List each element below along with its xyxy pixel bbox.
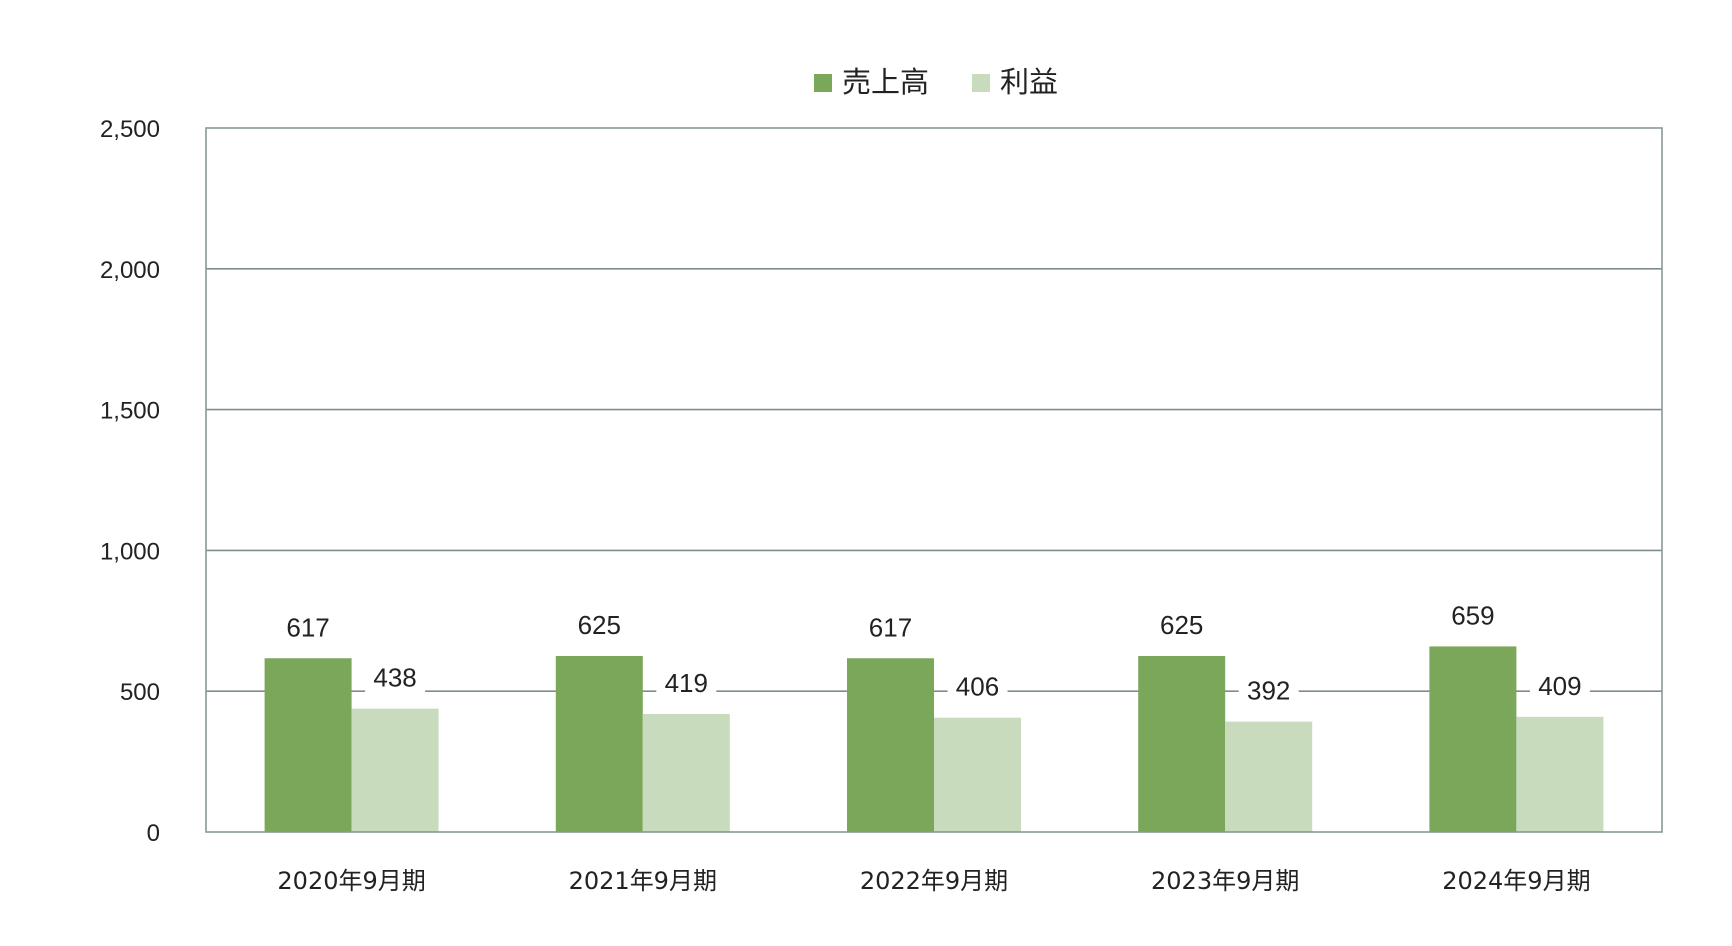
bar-sales-2 [847, 658, 934, 832]
data-label-profit-3: 392 [1247, 676, 1290, 706]
data-labels: 617 438 625 419 617 406 625 392 659 409 [278, 599, 1590, 709]
data-label-sales-4: 659 [1451, 600, 1494, 630]
plot-frame [205, 127, 1663, 833]
y-tick-label: 2,500 [100, 116, 160, 143]
data-label-bg [860, 611, 921, 646]
data-label-profit-0: 438 [373, 663, 416, 693]
data-label-bg [365, 661, 426, 696]
x-category-label: 2022年9月期 [860, 867, 1008, 895]
legend-swatch-profit [972, 74, 990, 92]
x-axis-category-labels: 2020年9月期 2021年9月期 2022年9月期 2023年9月期 2024年9月期 [277, 867, 1590, 895]
legend: 売上高 利益 [814, 65, 1058, 99]
y-tick-label: 2,000 [100, 257, 160, 284]
x-category-label: 2021年9月期 [569, 867, 717, 895]
plot-border [205, 127, 1663, 833]
data-label-profit-1: 419 [665, 668, 708, 698]
bar-profit-0 [351, 708, 439, 832]
bars [264, 646, 1604, 832]
data-label-bg [569, 609, 630, 643]
bar-profit-4 [1516, 716, 1604, 832]
data-label-bg [1529, 669, 1590, 704]
x-category-label: 2020年9月期 [277, 867, 425, 895]
data-label-sales-3: 625 [1160, 610, 1203, 640]
bar-sales-3 [1138, 656, 1226, 832]
x-category-label: 2023年9月期 [1151, 867, 1299, 895]
bar-sales-0 [264, 658, 352, 832]
y-axis-tick-labels: 0 500 1,000 1,500 2,000 2,500 [100, 116, 160, 847]
bar-profit-3 [1225, 721, 1313, 832]
y-tick-label: 1,000 [100, 538, 160, 565]
data-label-bg [1238, 674, 1299, 709]
data-label-sales-1: 625 [578, 610, 621, 640]
legend-swatch-sales [814, 74, 832, 92]
y-tick-label: 0 [147, 820, 160, 847]
x-category-label: 2024年9月期 [1442, 867, 1590, 895]
y-tick-label: 500 [120, 679, 160, 706]
data-label-bg [1151, 609, 1212, 643]
data-label-bg [278, 611, 339, 646]
data-label-profit-4: 409 [1538, 671, 1581, 701]
bar-sales-4 [1429, 646, 1517, 832]
bar-profit-2 [934, 717, 1021, 832]
bar-sales-1 [555, 656, 643, 832]
data-label-bg [1442, 599, 1503, 634]
y-tick-label: 1,500 [100, 398, 160, 425]
data-label-bg [947, 670, 1008, 705]
data-label-sales-2: 617 [869, 612, 912, 642]
data-label-bg [656, 667, 717, 702]
data-label-sales-0: 617 [286, 612, 329, 642]
data-label-profit-2: 406 [956, 672, 999, 702]
bar-profit-1 [642, 714, 730, 832]
legend-label-profit: 利益 [1000, 65, 1058, 99]
legend-label-sales: 売上高 [842, 65, 929, 99]
